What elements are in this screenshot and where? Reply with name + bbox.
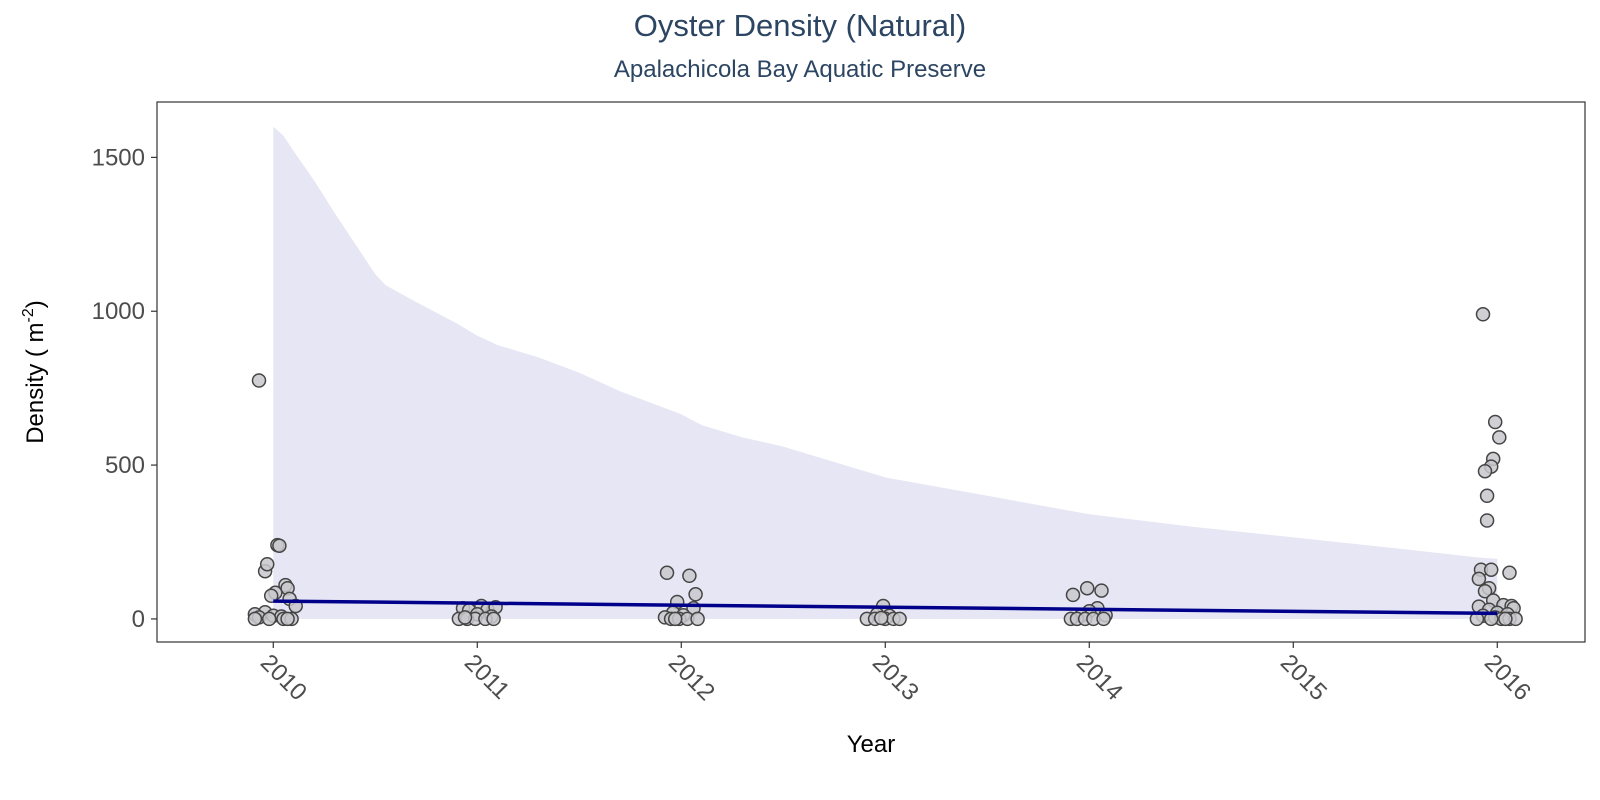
plot-layer [247, 126, 1523, 627]
data-point [247, 611, 263, 627]
x-tick-label: 2011 [459, 649, 515, 705]
x-axis-title: Year [847, 731, 896, 758]
data-point [1492, 430, 1507, 445]
data-point [259, 556, 275, 572]
data-point [251, 373, 267, 388]
data-point [263, 588, 279, 604]
data-point [1096, 611, 1111, 627]
data-point [1079, 580, 1095, 596]
x-tick-label: 2012 [663, 649, 720, 706]
x-tick-label: 2010 [255, 649, 312, 706]
data-point [1477, 463, 1493, 479]
data-point [1477, 583, 1493, 599]
data-point [1498, 611, 1513, 627]
x-tick-label: 2014 [1071, 649, 1128, 706]
data-point [682, 568, 697, 584]
data-point [280, 611, 295, 627]
data-point [1487, 414, 1503, 430]
trend-line [273, 599, 1498, 616]
y-tick-label: 500 [105, 452, 145, 479]
data-point [667, 611, 683, 627]
data-point [486, 611, 501, 627]
y-tick-label: 1500 [92, 144, 145, 171]
y-axis-title: Density ( m-2) [20, 300, 49, 444]
y-tick-label: 1000 [92, 298, 145, 325]
data-point [1479, 513, 1495, 528]
x-tick-label: 2016 [1479, 649, 1536, 706]
data-point [1094, 583, 1109, 598]
data-point [457, 610, 473, 625]
data-point [1471, 571, 1487, 587]
data-point [690, 611, 705, 627]
chart-title: Oyster Density (Natural) [633, 8, 967, 43]
data-point [1065, 587, 1081, 603]
data-point [272, 538, 287, 553]
data-point [1479, 488, 1495, 504]
data-point [1502, 565, 1517, 581]
data-point [261, 611, 277, 627]
chart-subtitle: Apalachicola Bay Aquatic Preserve [613, 56, 987, 83]
data-point [1475, 307, 1491, 322]
x-tick-label: 2013 [867, 649, 924, 706]
data-point [873, 610, 889, 626]
confidence-ribbon [273, 126, 1498, 619]
plot-frame [156, 101, 1586, 643]
data-point [659, 565, 675, 581]
data-point [688, 587, 703, 602]
data-point [1483, 562, 1499, 577]
data-point [892, 611, 907, 627]
x-tick-label: 2015 [1275, 649, 1332, 706]
y-tick-label: 0 [132, 606, 145, 633]
